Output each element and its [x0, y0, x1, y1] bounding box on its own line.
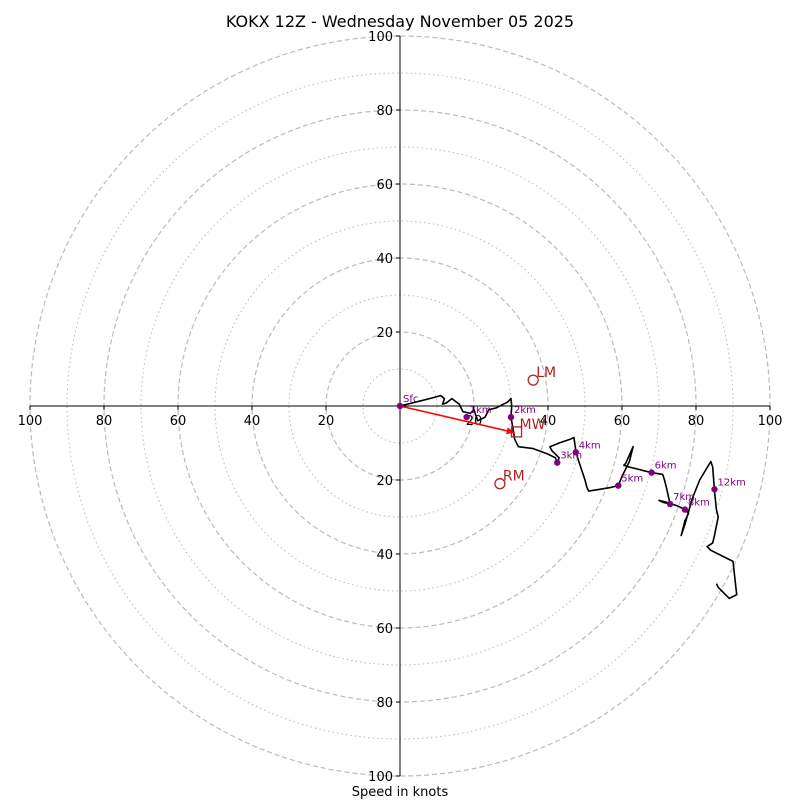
- y-tick-label: 40: [376, 548, 393, 563]
- mean-wind-vector-group: [399, 405, 515, 435]
- y-tick-label: 60: [376, 178, 393, 193]
- height-label-7km: 7km: [673, 492, 695, 503]
- x-tick-label: 20: [466, 414, 483, 429]
- height-label-6km: 6km: [655, 461, 677, 472]
- storm-label-mw: MW: [520, 417, 546, 433]
- y-tick-label: 60: [376, 622, 393, 637]
- x-tick-label: 20: [318, 414, 335, 429]
- height-label-4km: 4km: [579, 440, 601, 451]
- mean-wind-arrowhead: [506, 427, 515, 435]
- height-label-12km: 12km: [718, 477, 746, 488]
- x-tick-label: 100: [758, 414, 783, 429]
- storm-label-lm: LM: [536, 365, 556, 381]
- height-label-5km: 5km: [621, 474, 643, 485]
- height-marker-4km: [572, 449, 579, 456]
- height-marker-1km: [463, 413, 470, 421]
- mean-wind-arrow: [399, 405, 515, 434]
- x-tick-label: 40: [540, 414, 557, 429]
- storm-marker-mw: [510, 426, 523, 438]
- x-tick-label: 60: [614, 414, 631, 429]
- y-tick-label: 80: [376, 104, 393, 119]
- height-label-1km: 1km: [470, 405, 492, 416]
- height-marker-7km: [666, 500, 674, 508]
- y-tick-label: 20: [376, 474, 393, 489]
- x-tick-label: 40: [244, 414, 261, 429]
- height-marker-8km: [681, 506, 689, 513]
- height-marker-sfc: [396, 402, 404, 410]
- height-marker-3km: [554, 459, 561, 466]
- y-tick-label: 100: [368, 770, 393, 785]
- hodograph-trace: [399, 394, 738, 600]
- y-tick-label: 40: [376, 252, 393, 267]
- x-tick-label: 80: [96, 414, 113, 429]
- height-marker-6km: [648, 469, 655, 476]
- x-tick-label: 80: [688, 414, 705, 429]
- height-marker-2km: [507, 413, 515, 421]
- storm-marker-rm: [494, 478, 506, 490]
- height-label-sfc: Sfc: [403, 394, 418, 405]
- y-tick-label: 20: [376, 326, 393, 341]
- y-tick-label: 80: [376, 696, 393, 711]
- x-tick-label: 60: [170, 414, 187, 429]
- storm-marker-lm: [527, 374, 539, 386]
- y-tick-label: 100: [368, 30, 393, 45]
- chart-title: KOKX 12Z - Wednesday November 05 2025: [226, 12, 574, 31]
- x-tick-label: 100: [18, 414, 43, 429]
- storm-label-rm: RM: [503, 469, 525, 485]
- storm-motion-markers: LM RM MW: [494, 365, 556, 490]
- height-label-3km: 3km: [560, 451, 582, 462]
- height-label-2km: 2km: [514, 405, 536, 416]
- tick-labels: 100 80 60 40 20 20 40 60 80 100 100 80 60 40 20 20 40 60 8…: [18, 30, 783, 785]
- height-marker-12km: [711, 486, 718, 493]
- hodograph-trace-group: [399, 394, 738, 600]
- height-label-8km: 8km: [688, 498, 710, 509]
- height-marker-5km: [615, 482, 622, 489]
- x-axis-label: Speed in knots: [352, 785, 449, 800]
